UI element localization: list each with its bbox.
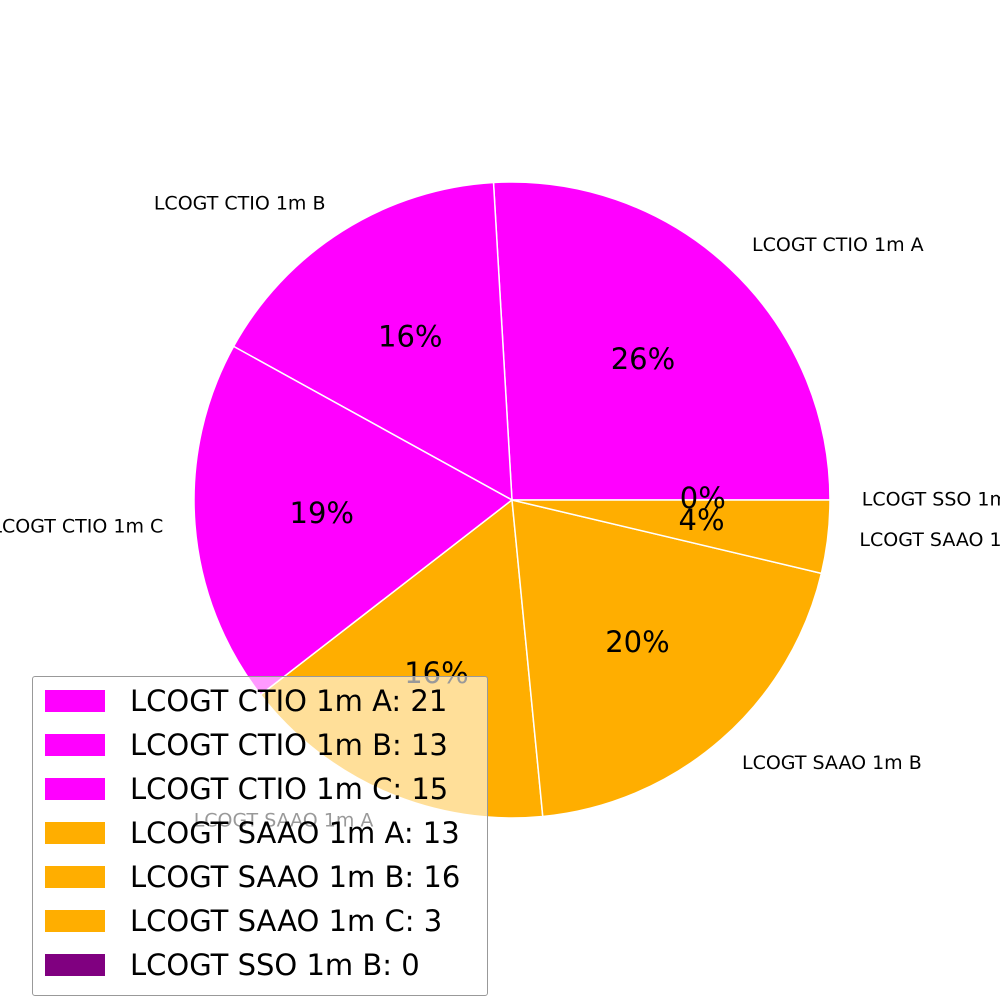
legend-swatch-saao-b <box>45 866 105 888</box>
pct-label-ctio-b: 16% <box>378 320 442 354</box>
legend-swatch-ctio-a <box>45 690 105 712</box>
slice-label-sso-b: LCOGT SSO 1m B <box>862 489 1000 511</box>
legend-swatch-sso-b <box>45 954 105 976</box>
slice-label-ctio-c: LCOGT CTIO 1m C <box>0 516 163 538</box>
legend-text-saao-b: LCOGT SAAO 1m B: 16 <box>130 860 461 894</box>
legend-swatch-saao-a <box>45 822 105 844</box>
legend-text-sso-b: LCOGT SSO 1m B: 0 <box>130 948 420 982</box>
legend: LCOGT CTIO 1m A: 21 LCOGT CTIO 1m B: 13 … <box>32 676 488 996</box>
legend-swatch-saao-c <box>45 910 105 932</box>
pie-slice-saao-c <box>511 499 831 575</box>
pie-slice-ctio-c <box>193 345 514 696</box>
pie-slice-ctio-a <box>492 181 831 501</box>
pct-label-ctio-a: 26% <box>611 342 675 376</box>
pct-label-saao-c: 4% <box>679 503 725 537</box>
pct-label-ctio-c: 19% <box>290 496 354 530</box>
pie-slice-ctio-b <box>232 181 513 502</box>
slice-label-saao-c: LCOGT SAAO 1m C <box>859 529 1000 551</box>
pct-label-sso-b: 0% <box>680 481 726 515</box>
slice-label-saao-b: LCOGT SAAO 1m B <box>742 752 922 774</box>
slice-label-ctio-b: LCOGT CTIO 1m B <box>154 193 326 215</box>
legend-text-ctio-c: LCOGT CTIO 1m C: 15 <box>130 772 449 806</box>
legend-text-ctio-a: LCOGT CTIO 1m A: 21 <box>130 684 448 718</box>
slice-label-ctio-a: LCOGT CTIO 1m A <box>752 234 924 256</box>
pie-slice-saao-b <box>511 499 823 818</box>
legend-swatch-ctio-b <box>45 734 105 756</box>
legend-swatch-ctio-c <box>45 778 105 800</box>
legend-text-saao-a: LCOGT SAAO 1m A: 13 <box>130 816 460 850</box>
legend-text-saao-c: LCOGT SAAO 1m C: 3 <box>130 904 443 938</box>
pct-label-saao-b: 20% <box>605 625 669 659</box>
legend-text-ctio-b: LCOGT CTIO 1m B: 13 <box>130 728 448 762</box>
